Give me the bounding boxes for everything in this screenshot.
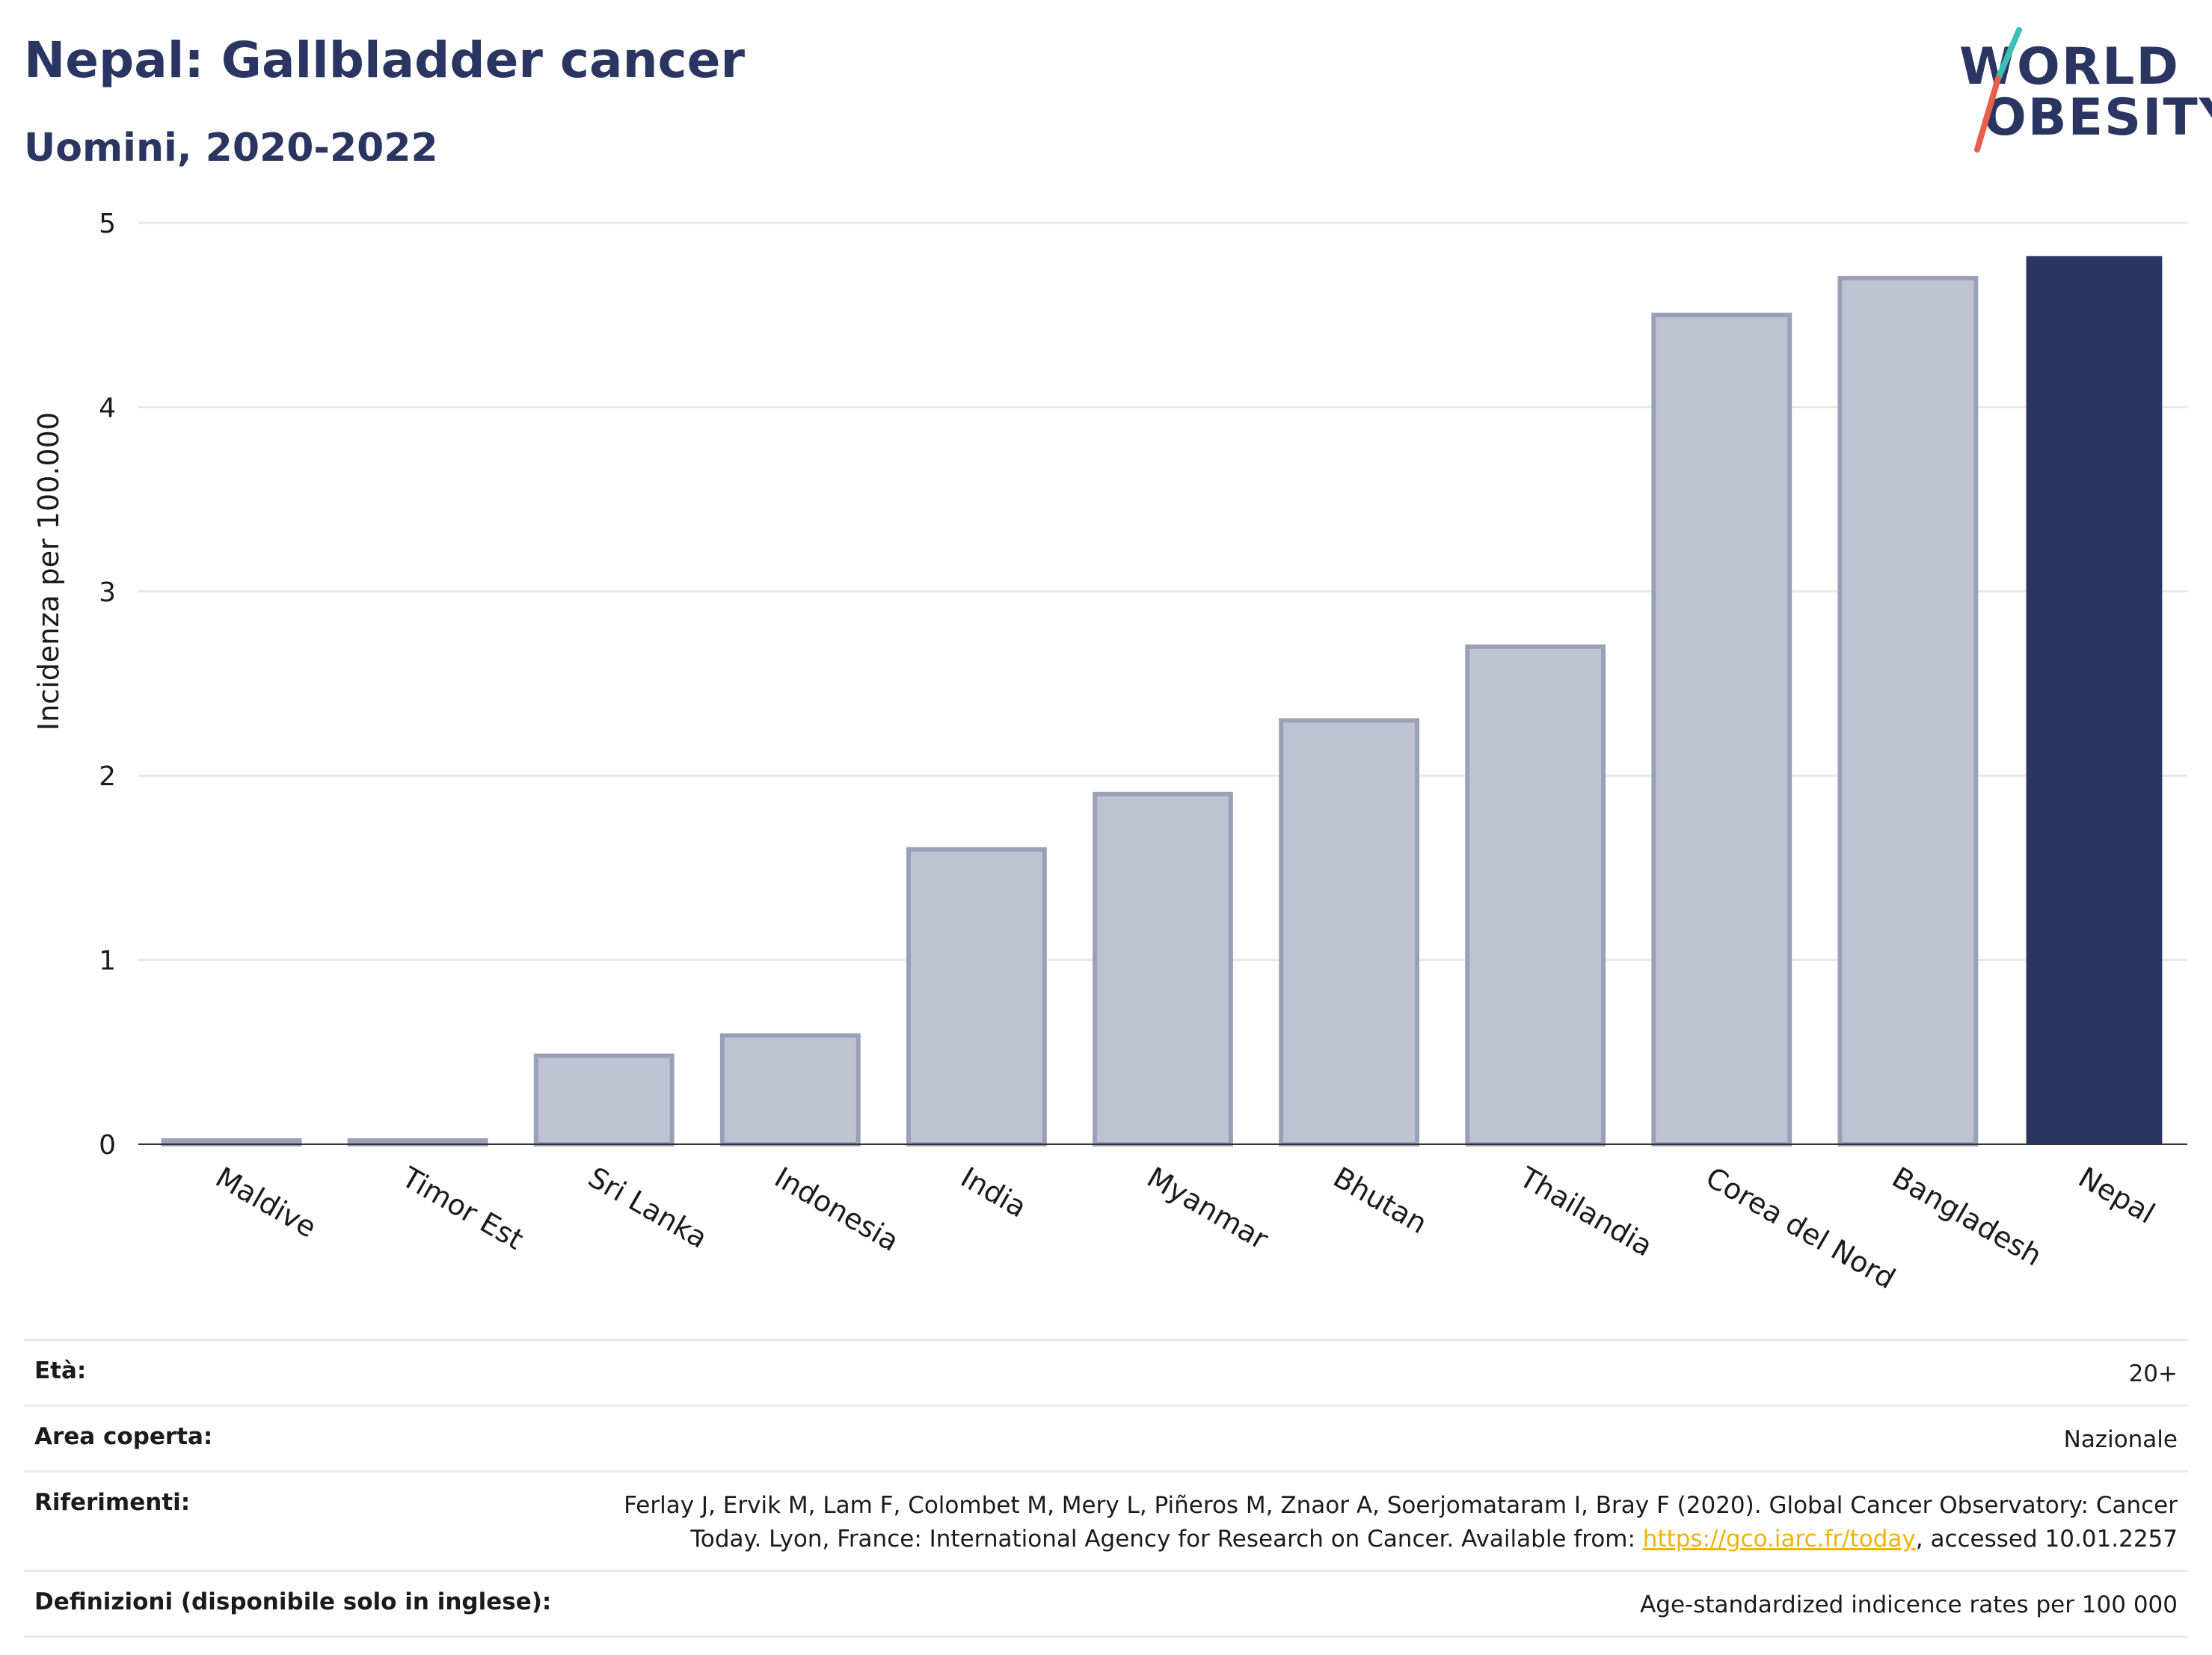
x-tick-label: Bangladesh [1887, 1161, 2047, 1273]
y-tick-label: 0 [99, 1130, 116, 1161]
x-tick-label: Thailandia [1514, 1160, 1659, 1262]
references-value: Ferlay J, Ervik M, Lam F, Colombet M, Me… [624, 1489, 2178, 1556]
x-tick-label: Sri Lanka [583, 1161, 713, 1255]
bar-thailandia [1465, 644, 1606, 1146]
y-tick-label: 5 [99, 209, 116, 239]
bar-indonesia [719, 1033, 861, 1147]
y-axis-label: Incidenza per 100.000 [32, 412, 65, 731]
references-link[interactable]: https://gco.iarc.fr/today [1642, 1525, 1916, 1553]
x-tick-label: Maldive [210, 1161, 322, 1244]
chart-title: Nepal: Gallbladder cancer [24, 31, 745, 89]
world-obesity-logo[interactable]: WORLD OBESITY [1952, 22, 2212, 157]
chart-subtitle: Uomini, 2020-2022 [24, 126, 438, 171]
bars [161, 256, 2163, 1147]
bar-myanmar [1093, 791, 1233, 1147]
info-row-definitions: Definizioni (disponibile solo in inglese… [24, 1569, 2188, 1638]
age-label: Età: [34, 1357, 87, 1384]
area-value: Nazionale [2063, 1425, 2178, 1453]
references-label: Riferimenti: [34, 1488, 191, 1516]
bar-bangladesh [1837, 275, 1979, 1146]
definitions-label: Definizioni (disponibile solo in inglese… [34, 1588, 552, 1615]
x-axis-ticks: Maldive Timor Est Sri Lanka Indonesia India M… [210, 1160, 2160, 1295]
references-line-2-pre: Today. Lyon, France: International Agenc… [690, 1525, 1643, 1553]
area-label: Area coperta: [34, 1422, 213, 1450]
x-tick-label: India [955, 1161, 1032, 1224]
x-tick-label: Bhutan [1328, 1161, 1433, 1240]
x-tick-label: Corea del Nord [1701, 1161, 1901, 1295]
age-value: 20+ [2128, 1360, 2178, 1387]
info-row-age: Età: 20+ [24, 1339, 2188, 1404]
y-axis-ticks: 0 1 2 3 4 5 [99, 209, 116, 1161]
bar-corea-del-nord [1651, 313, 1792, 1147]
bar-india [906, 847, 1047, 1146]
logo-word-obesity: OBESITY [1983, 88, 2212, 147]
bar-sri-lanka [533, 1053, 675, 1147]
references-line-2-post: , accessed 10.01.2257 [1915, 1525, 2178, 1553]
references-line-1: Ferlay J, Ervik M, Lam F, Colombet M, Me… [624, 1491, 2178, 1519]
x-tick-label: Indonesia [769, 1161, 904, 1258]
x-tick-label: Myanmar [1142, 1161, 1274, 1256]
y-tick-label: 4 [99, 393, 116, 423]
bar-nepal [2026, 256, 2163, 1144]
bar-chart: 0 1 2 3 4 5 Maldive Timor Est Sri Lanka Indonesi… [32, 209, 2187, 1295]
y-tick-label: 3 [99, 577, 116, 608]
info-row-area: Area coperta: Nazionale [24, 1404, 2188, 1470]
bar-bhutan [1279, 718, 1420, 1146]
y-tick-label: 1 [99, 946, 116, 977]
info-table: Età: 20+ Area coperta: Nazionale Riferim… [24, 1339, 2188, 1638]
info-row-references: Riferimenti: Ferlay J, Ervik M, Lam F, C… [24, 1470, 2188, 1570]
x-tick-label: Timor Est [396, 1160, 529, 1256]
y-tick-label: 2 [99, 761, 116, 792]
definitions-value: Age-standardized indicence rates per 100… [1640, 1591, 2178, 1618]
logo-slash-icon [1974, 27, 2022, 153]
x-tick-label: Nepal [2073, 1161, 2160, 1230]
